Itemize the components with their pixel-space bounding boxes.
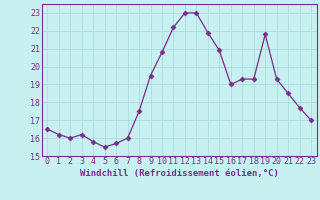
X-axis label: Windchill (Refroidissement éolien,°C): Windchill (Refroidissement éolien,°C) [80, 169, 279, 178]
